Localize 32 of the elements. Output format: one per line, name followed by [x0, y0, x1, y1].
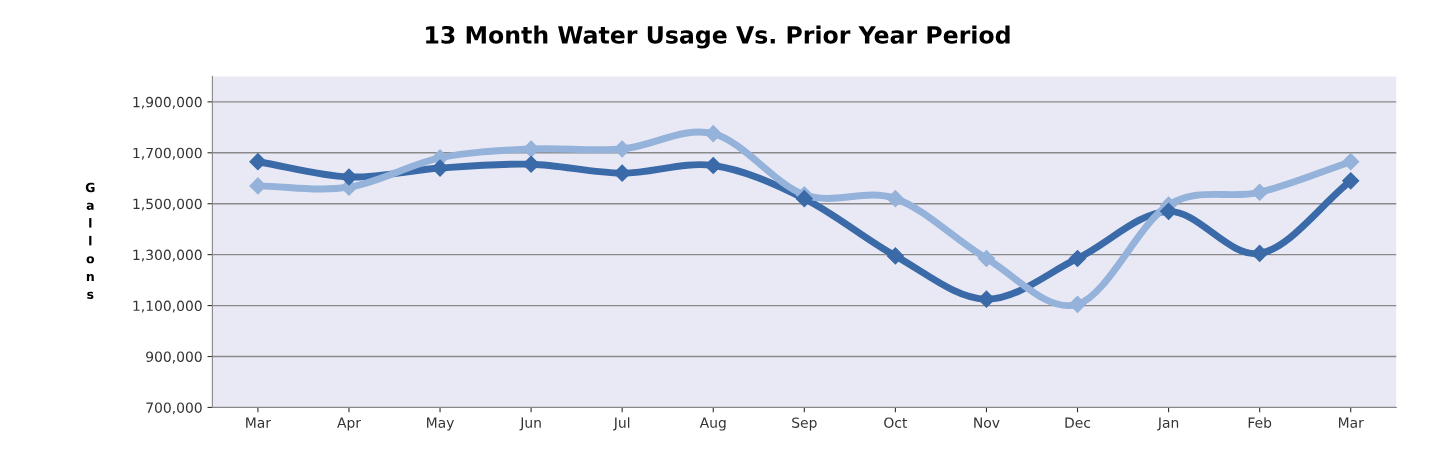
- y-tick-label: 1,500,000: [133, 198, 202, 211]
- x-tick-label: Jan: [1157, 417, 1179, 431]
- y-tick-label: 700,000: [146, 402, 202, 415]
- point: [249, 153, 267, 171]
- point: [886, 190, 904, 208]
- x-tick-label: Jul: [613, 417, 630, 431]
- x-tick-label: Mar: [1338, 417, 1364, 428]
- point: [1068, 249, 1087, 268]
- point: [1251, 244, 1269, 262]
- x-tick-label: Mar: [246, 417, 272, 428]
- y-tick-label: 900,000: [146, 351, 202, 364]
- x-tick-label: Oct: [884, 417, 908, 428]
- x-tick-label: Feb: [1248, 417, 1272, 428]
- point: [1342, 172, 1360, 190]
- x-tick-label: Nov: [974, 417, 1000, 428]
- x-tick-label: Jun: [519, 417, 541, 431]
- y-tick-label: 1,300,000: [133, 249, 202, 262]
- y-tick-label: 1,700,000: [133, 147, 202, 160]
- point: [1342, 153, 1360, 171]
- point: [1251, 183, 1269, 201]
- x-tick-label: Dec: [1065, 417, 1091, 428]
- y-axis-title: Gallons: [85, 182, 95, 299]
- x-tick-label: Sep: [792, 417, 817, 431]
- point: [977, 249, 996, 268]
- point: [886, 247, 904, 265]
- point: [795, 190, 813, 208]
- chart-title: 13 Month Water Usage Vs. Prior Year Period: [426, 25, 1010, 49]
- x-tick-label: Apr: [337, 417, 361, 431]
- y-tick-label: 1,900,000: [133, 96, 202, 109]
- x-tick-label: Aug: [699, 417, 726, 431]
- x-tick-label: May: [427, 417, 454, 431]
- y-tick-label: 1,100,000: [133, 300, 202, 313]
